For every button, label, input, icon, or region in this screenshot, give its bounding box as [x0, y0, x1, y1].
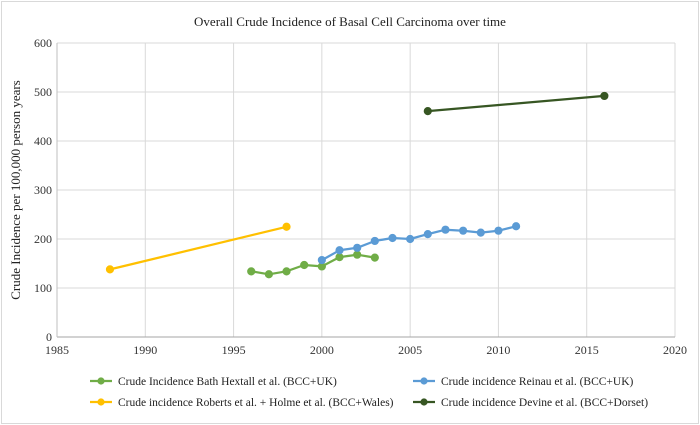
- y-axis-label: Crude Incidence per 100,000 person years: [8, 80, 23, 299]
- x-tick-label: 2015: [575, 343, 599, 357]
- y-tick-label: 200: [34, 232, 52, 246]
- data-point: [459, 226, 468, 235]
- x-tick-label: 1985: [45, 343, 69, 357]
- series-line-3: [427, 94, 605, 113]
- data-point: [335, 253, 344, 262]
- legend-swatch-marker: [420, 398, 428, 406]
- legend: Crude Incidence Bath Hextall et al. (BCC…: [90, 376, 648, 409]
- legend-entry-label: Crude Incidence Bath Hextall et al. (BCC…: [118, 376, 337, 388]
- y-tick-label: 400: [34, 134, 52, 148]
- axes: [56, 43, 675, 338]
- gridlines: [57, 42, 676, 337]
- legend-swatch-marker: [420, 377, 428, 385]
- series-group: [105, 91, 609, 279]
- data-point: [317, 255, 326, 265]
- data-point: [511, 222, 521, 231]
- data-point: [370, 253, 379, 262]
- x-tick-label: 2005: [398, 343, 422, 357]
- data-point: [300, 260, 309, 270]
- x-tick-label: 2010: [486, 343, 510, 357]
- x-tick-label: 2000: [310, 343, 334, 357]
- data-point: [264, 270, 273, 279]
- legend-swatch-marker: [97, 377, 105, 385]
- y-tick-label: 500: [34, 85, 52, 99]
- data-point: [406, 234, 415, 244]
- data-point: [494, 226, 503, 235]
- data-point: [423, 230, 432, 239]
- y-tick-label: 300: [34, 183, 52, 197]
- data-point: [335, 246, 344, 255]
- data-point: [353, 250, 362, 259]
- x-tick-label: 1990: [133, 343, 157, 357]
- x-tick-label: 2020: [663, 343, 687, 357]
- y-tick-label: 100: [34, 281, 52, 295]
- data-point: [441, 225, 450, 234]
- chart-title: Overall Crude Incidence of Basal Cell Ca…: [194, 14, 506, 29]
- data-point: [476, 228, 485, 237]
- series-line-2: [109, 225, 287, 271]
- data-point: [282, 222, 291, 231]
- legend-entry-label: Crude incidence Devine et al. (BCC+Dorse…: [441, 397, 648, 409]
- data-point: [423, 107, 432, 116]
- legend-swatch-marker: [97, 398, 105, 406]
- data-point: [388, 233, 397, 243]
- legend-entry-label: Crude incidence Roberts et al. + Holme e…: [118, 397, 394, 409]
- legend-entry-label: Crude incidence Reinau et al. (BCC+UK): [441, 376, 634, 388]
- tick-labels: 0 100 200 300 400 500 600 1985 1990 1995 2000 2005 2…: [34, 36, 687, 357]
- data-point: [600, 91, 609, 101]
- x-tick-label: 1995: [222, 343, 246, 357]
- data-point: [105, 265, 115, 274]
- data-point: [282, 267, 291, 276]
- data-point: [353, 243, 362, 252]
- data-point: [370, 236, 379, 246]
- y-tick-label: 600: [34, 36, 52, 50]
- y-tick-label: 0: [46, 330, 52, 344]
- data-point: [247, 267, 256, 276]
